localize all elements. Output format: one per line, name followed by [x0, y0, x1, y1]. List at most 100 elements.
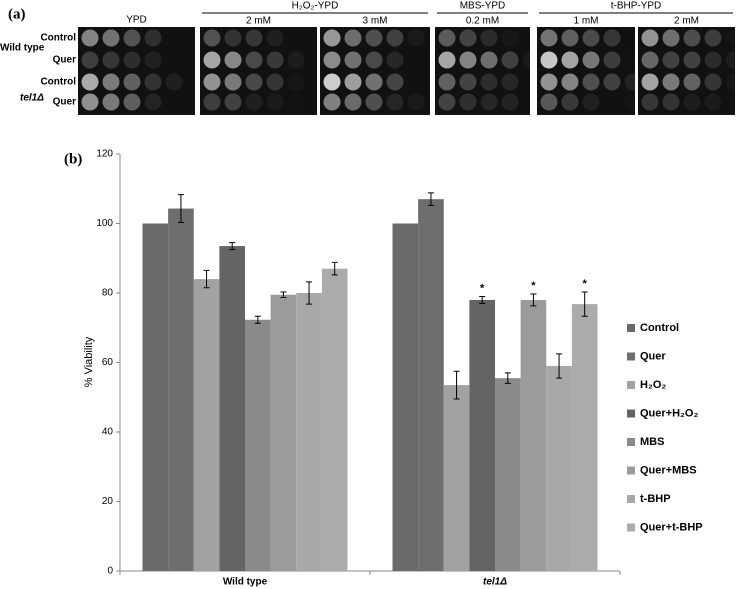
spot	[603, 73, 621, 91]
row-label: Control	[40, 77, 76, 88]
spot	[683, 93, 701, 111]
plate	[537, 27, 635, 115]
spot	[224, 93, 242, 111]
error-bar	[331, 261, 338, 276]
spot	[203, 73, 221, 91]
bar	[443, 385, 470, 571]
y-tick-label: 80	[102, 288, 114, 299]
spot	[386, 93, 404, 111]
legend-swatch	[627, 438, 635, 446]
spot	[582, 51, 600, 69]
spot	[603, 51, 621, 69]
spot	[704, 73, 722, 91]
spot	[203, 51, 221, 69]
bar	[495, 378, 521, 571]
bar	[418, 199, 444, 572]
x-tick-label: tel1Δ	[483, 577, 507, 588]
plate	[435, 27, 530, 115]
spot	[224, 73, 242, 91]
error-bar	[556, 353, 563, 379]
significance-mark: *	[480, 282, 485, 294]
dose-label: 0.2 mM	[466, 16, 499, 27]
spot	[288, 74, 305, 91]
spot	[102, 93, 120, 111]
bar	[321, 268, 348, 571]
spot	[203, 29, 221, 47]
spot	[144, 93, 162, 111]
bar	[142, 223, 169, 571]
spot	[102, 29, 120, 47]
spot	[683, 73, 701, 91]
spot	[540, 93, 558, 111]
spot	[662, 93, 680, 111]
spot	[407, 29, 425, 47]
spot	[522, 51, 540, 69]
spot	[245, 73, 263, 91]
strain-label: tel1Δ	[20, 93, 44, 104]
error-bar	[177, 194, 184, 223]
spot	[662, 51, 680, 69]
error-bar	[453, 370, 460, 400]
legend-swatch	[627, 466, 635, 475]
spot	[480, 51, 498, 69]
y-tick-label: 0	[107, 566, 113, 577]
error-bar	[280, 291, 287, 299]
spot	[365, 73, 383, 91]
spot	[266, 51, 284, 69]
error-bar	[427, 192, 434, 206]
spot	[641, 51, 659, 69]
spot	[323, 73, 341, 91]
error-bar	[504, 372, 511, 384]
spot	[480, 93, 498, 111]
spot	[561, 51, 579, 69]
spot	[344, 93, 362, 111]
legend-label: t-BHP	[640, 493, 671, 505]
spot	[704, 29, 722, 47]
legend-label: H₂O₂	[640, 379, 666, 391]
spot	[438, 29, 456, 47]
spot	[704, 93, 722, 111]
group-label: H₂O₂-YPD	[292, 1, 339, 12]
y-axis-label: % Viability	[83, 336, 95, 387]
legend-label: Quer+t-BHP	[640, 521, 703, 533]
legend-swatch	[627, 324, 635, 332]
spot	[641, 29, 659, 47]
spot	[344, 51, 362, 69]
spot	[582, 73, 600, 91]
spot	[501, 51, 519, 69]
spot	[540, 73, 558, 91]
spot	[386, 51, 404, 69]
spot	[407, 93, 425, 111]
spot	[480, 73, 498, 91]
spot	[266, 29, 284, 47]
spot	[459, 73, 477, 91]
spot	[323, 93, 341, 111]
y-tick-label: 40	[102, 427, 114, 438]
spot	[540, 51, 558, 69]
bar	[296, 293, 322, 571]
legend-label: Quer+H₂O₂	[640, 407, 698, 419]
legend-label: MBS	[640, 436, 664, 448]
bar	[193, 279, 220, 571]
spot	[144, 73, 162, 91]
spot	[165, 73, 183, 91]
legend-label: Control	[640, 322, 679, 334]
spot	[561, 73, 579, 91]
y-tick-label: 120	[96, 149, 113, 160]
spot	[224, 51, 242, 69]
spot	[438, 73, 456, 91]
row-label: Control	[40, 33, 76, 44]
spot	[266, 93, 284, 111]
legend-swatch	[627, 495, 635, 503]
spot	[81, 93, 99, 111]
spot	[582, 29, 600, 47]
error-bar	[203, 269, 210, 289]
spot	[561, 93, 579, 111]
error-bar	[306, 281, 313, 305]
significance-mark: *	[531, 280, 536, 292]
spot	[438, 51, 456, 69]
legend-label: Quer+MBS	[640, 464, 697, 476]
spot	[344, 73, 362, 91]
bar	[270, 294, 297, 571]
